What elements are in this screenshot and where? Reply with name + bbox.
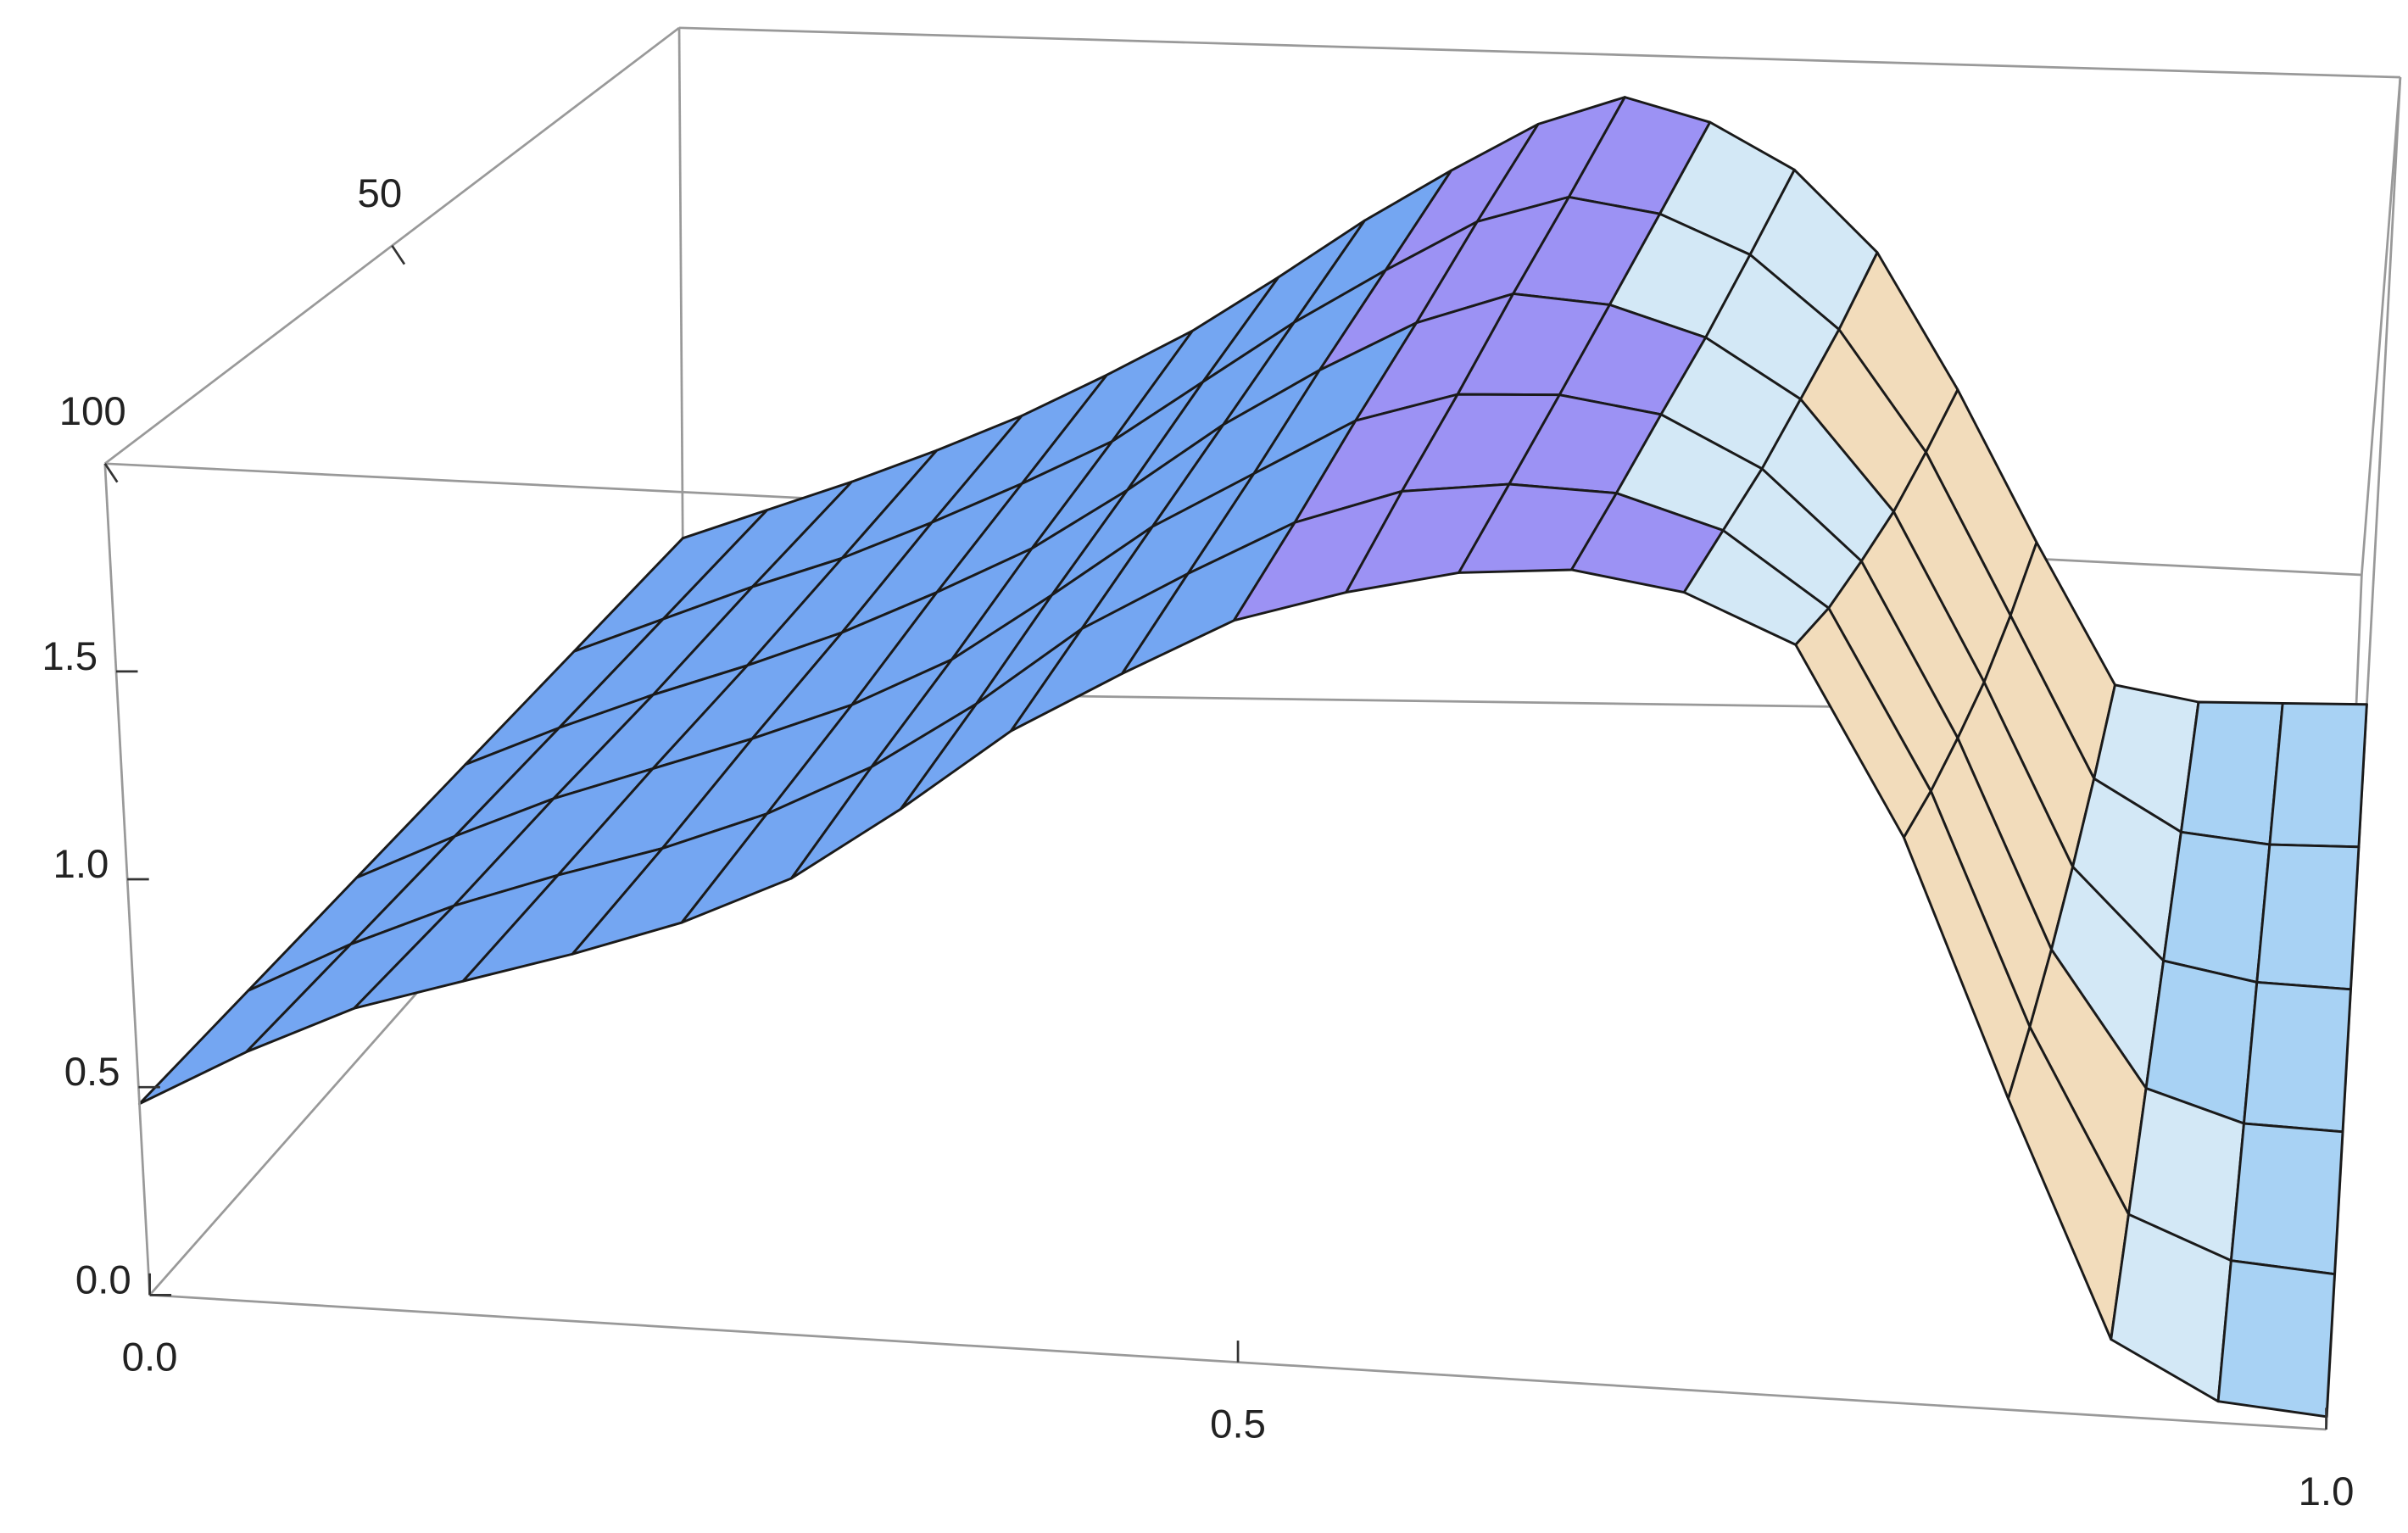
- y-tick-label: 50: [358, 171, 403, 216]
- surface-patch: [137, 943, 353, 1106]
- surface-patch: [2162, 830, 2271, 984]
- box-edge: [678, 26, 2400, 79]
- x-tick-label: 1.0: [2299, 1469, 2355, 1514]
- z-tick-label: 1.5: [42, 634, 98, 679]
- surface-patch: [2179, 700, 2284, 846]
- box-edge: [2361, 77, 2402, 576]
- z-tick-label: 0.0: [75, 1257, 131, 1302]
- y-tick: [391, 245, 406, 265]
- x-tick-label: 0.0: [122, 1335, 178, 1380]
- z-tick-label: 0.5: [64, 1050, 120, 1095]
- surface-patch: [2255, 843, 2361, 991]
- box-edge: [2365, 77, 2402, 715]
- surface-patch: [2216, 1259, 2336, 1419]
- y-tick: [103, 463, 119, 483]
- surface-patch: [2243, 980, 2352, 1134]
- y-tick-label: 100: [59, 389, 126, 434]
- z-tick-label: 1.0: [53, 842, 109, 887]
- x-tick-label: 0.5: [1210, 1402, 1266, 1447]
- surface-patch: [2229, 1122, 2344, 1276]
- surface-patch: [2268, 701, 2368, 849]
